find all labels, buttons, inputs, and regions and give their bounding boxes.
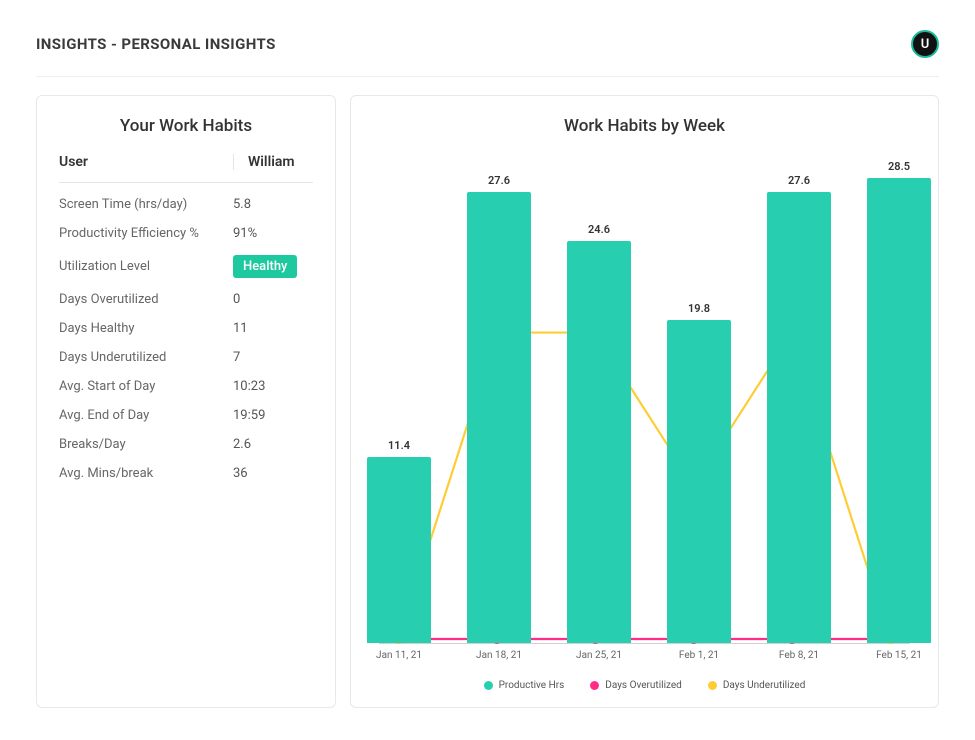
legend-item[interactable]: Days Underutilized xyxy=(708,680,806,691)
xaxis-tick: Jan 25, 21 xyxy=(559,650,639,661)
bar-value-label: 19.8 xyxy=(667,302,731,315)
page-title: INSIGHTS - PERSONAL INSIGHTS xyxy=(36,35,276,53)
metric-label: Breaks/Day xyxy=(59,437,233,452)
metric-row: Avg. Mins/break36 xyxy=(59,466,313,481)
metric-row: Avg. Start of Day10:23 xyxy=(59,379,313,394)
metric-label: Days Overutilized xyxy=(59,292,233,307)
chart-xaxis: Jan 11, 21Jan 18, 21Jan 25, 21Feb 1, 21F… xyxy=(379,644,910,668)
metric-value: 5.8 xyxy=(233,197,313,212)
legend-label: Productive Hrs xyxy=(499,680,565,691)
metric-value: 19:59 xyxy=(233,408,313,423)
avatar-letter: U xyxy=(921,37,930,52)
xaxis-tick: Feb 8, 21 xyxy=(759,650,839,661)
metric-row: Screen Time (hrs/day)5.8 xyxy=(59,197,313,212)
metric-label: Screen Time (hrs/day) xyxy=(59,197,233,212)
metric-row: Breaks/Day2.6 xyxy=(59,437,313,452)
xaxis-tick: Feb 15, 21 xyxy=(859,650,939,661)
legend-swatch xyxy=(484,681,493,690)
chart-wrap: 000000022120 11.427.624.619.827.628.5 Ja… xyxy=(375,154,914,691)
bar[interactable] xyxy=(467,192,531,643)
bar[interactable] xyxy=(667,320,731,643)
panels: Your Work Habits User William Screen Tim… xyxy=(36,95,939,708)
bar-group: 27.6 xyxy=(767,192,831,643)
user-label: User xyxy=(59,154,233,170)
metric-row: Days Underutilized7 xyxy=(59,350,313,365)
legend-item[interactable]: Days Overutilized xyxy=(590,680,682,691)
bar[interactable] xyxy=(567,241,631,643)
metric-row: Utilization LevelHealthy xyxy=(59,255,313,278)
bar-group: 27.6 xyxy=(467,192,531,643)
chart-legend: Productive Hrs Days Overutilized Days Unde… xyxy=(375,680,914,691)
bar-group: 19.8 xyxy=(667,320,731,643)
metric-row: Days Overutilized0 xyxy=(59,292,313,307)
status-badge: Healthy xyxy=(233,255,297,278)
chart-title: Work Habits by Week xyxy=(375,116,914,136)
metric-value: 2.6 xyxy=(233,437,313,452)
metric-value: Healthy xyxy=(233,255,313,278)
bar-group: 24.6 xyxy=(567,241,631,643)
bar-value-label: 27.6 xyxy=(467,174,531,187)
avatar[interactable]: U xyxy=(911,30,939,58)
metric-value: 91% xyxy=(233,226,313,241)
bar[interactable] xyxy=(867,178,931,644)
metrics-list: Screen Time (hrs/day)5.8Productivity Eff… xyxy=(59,197,313,481)
work-habits-title: Your Work Habits xyxy=(59,116,313,136)
chart-area: 000000022120 11.427.624.619.827.628.5 xyxy=(379,154,910,644)
metric-label: Avg. Mins/break xyxy=(59,466,233,481)
chart-card: Work Habits by Week 000000022120 11.427.… xyxy=(350,95,939,708)
xaxis-tick: Feb 1, 21 xyxy=(659,650,739,661)
metric-label: Avg. End of Day xyxy=(59,408,233,423)
metric-value: 11 xyxy=(233,321,313,336)
metric-value: 36 xyxy=(233,466,313,481)
legend-swatch xyxy=(708,681,717,690)
user-row: User William xyxy=(59,154,313,183)
legend-label: Days Underutilized xyxy=(723,680,806,691)
metric-label: Avg. Start of Day xyxy=(59,379,233,394)
metric-value: 0 xyxy=(233,292,313,307)
legend-item[interactable]: Productive Hrs xyxy=(484,680,565,691)
bar-value-label: 24.6 xyxy=(567,223,631,236)
metric-label: Utilization Level xyxy=(59,259,233,274)
metric-row: Days Healthy11 xyxy=(59,321,313,336)
user-value: William xyxy=(233,154,313,170)
legend-label: Days Overutilized xyxy=(605,680,682,691)
metric-label: Days Healthy xyxy=(59,321,233,336)
metric-label: Productivity Efficiency % xyxy=(59,226,233,241)
metric-value: 10:23 xyxy=(233,379,313,394)
bar-value-label: 28.5 xyxy=(867,160,931,173)
metric-row: Avg. End of Day19:59 xyxy=(59,408,313,423)
work-habits-card: Your Work Habits User William Screen Tim… xyxy=(36,95,336,708)
page-header: INSIGHTS - PERSONAL INSIGHTS U xyxy=(36,30,939,77)
bar[interactable] xyxy=(367,457,431,643)
bar-value-label: 27.6 xyxy=(767,174,831,187)
bar[interactable] xyxy=(767,192,831,643)
bar-value-label: 11.4 xyxy=(367,439,431,452)
metric-row: Productivity Efficiency %91% xyxy=(59,226,313,241)
bar-group: 28.5 xyxy=(867,178,931,644)
legend-swatch xyxy=(590,681,599,690)
metric-label: Days Underutilized xyxy=(59,350,233,365)
metric-value: 7 xyxy=(233,350,313,365)
xaxis-tick: Jan 11, 21 xyxy=(359,650,439,661)
xaxis-tick: Jan 18, 21 xyxy=(459,650,539,661)
bar-group: 11.4 xyxy=(367,457,431,643)
